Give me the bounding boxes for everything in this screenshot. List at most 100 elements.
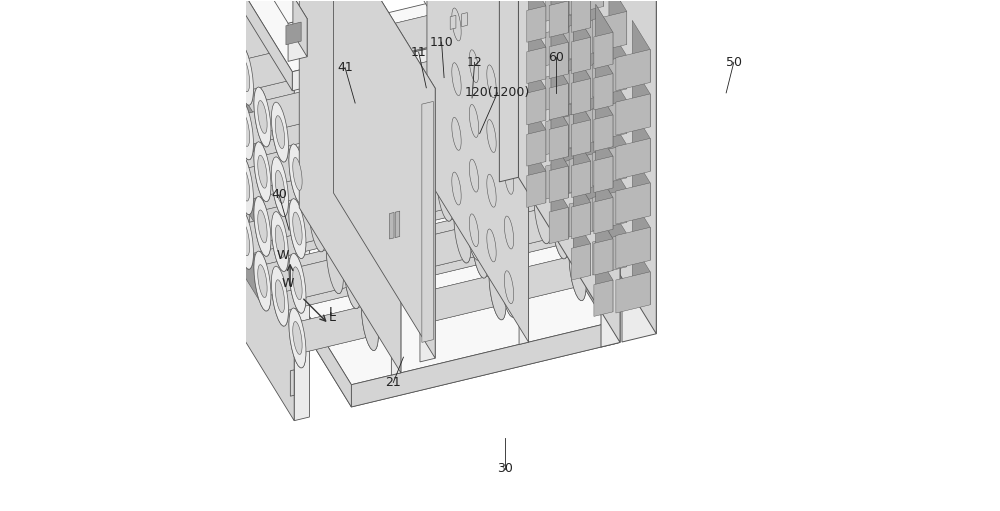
Polygon shape xyxy=(609,0,627,44)
Polygon shape xyxy=(534,184,551,244)
Polygon shape xyxy=(344,194,361,254)
Polygon shape xyxy=(465,20,551,80)
Polygon shape xyxy=(517,155,618,343)
Polygon shape xyxy=(616,50,650,90)
Polygon shape xyxy=(448,104,465,164)
Polygon shape xyxy=(360,0,454,59)
Polygon shape xyxy=(483,144,569,204)
Polygon shape xyxy=(427,0,529,342)
Polygon shape xyxy=(504,271,514,304)
Polygon shape xyxy=(596,211,613,270)
Polygon shape xyxy=(399,86,408,119)
Polygon shape xyxy=(527,47,546,83)
Polygon shape xyxy=(237,190,249,233)
Polygon shape xyxy=(448,142,534,202)
Polygon shape xyxy=(193,0,294,421)
Polygon shape xyxy=(622,0,656,342)
Polygon shape xyxy=(573,0,591,28)
Polygon shape xyxy=(378,167,395,226)
Polygon shape xyxy=(223,133,264,238)
Polygon shape xyxy=(360,52,454,114)
Polygon shape xyxy=(632,243,650,305)
Polygon shape xyxy=(413,112,506,174)
Polygon shape xyxy=(254,196,271,256)
Polygon shape xyxy=(271,265,361,326)
Polygon shape xyxy=(573,9,591,69)
Polygon shape xyxy=(344,85,361,145)
Polygon shape xyxy=(254,142,271,201)
Polygon shape xyxy=(596,252,613,312)
Polygon shape xyxy=(389,213,394,239)
Polygon shape xyxy=(616,227,650,269)
Polygon shape xyxy=(573,51,591,110)
Polygon shape xyxy=(551,138,568,198)
Polygon shape xyxy=(500,93,586,153)
Polygon shape xyxy=(289,127,378,188)
Polygon shape xyxy=(254,251,271,311)
Polygon shape xyxy=(326,69,343,129)
Polygon shape xyxy=(552,89,569,149)
Polygon shape xyxy=(592,234,627,275)
Polygon shape xyxy=(569,62,603,104)
Polygon shape xyxy=(382,71,391,104)
Polygon shape xyxy=(465,36,482,96)
Polygon shape xyxy=(465,36,551,96)
Polygon shape xyxy=(345,0,599,38)
Polygon shape xyxy=(376,69,395,233)
Polygon shape xyxy=(271,102,288,162)
Polygon shape xyxy=(399,250,408,283)
Polygon shape xyxy=(236,208,326,269)
Polygon shape xyxy=(417,237,426,270)
Polygon shape xyxy=(483,106,569,166)
Polygon shape xyxy=(413,151,506,213)
Polygon shape xyxy=(250,155,517,242)
Polygon shape xyxy=(596,87,613,147)
Polygon shape xyxy=(616,272,650,313)
Polygon shape xyxy=(364,84,373,117)
Polygon shape xyxy=(236,45,253,105)
Polygon shape xyxy=(519,47,529,344)
Polygon shape xyxy=(360,68,454,130)
Polygon shape xyxy=(552,199,569,259)
Polygon shape xyxy=(527,0,546,1)
Polygon shape xyxy=(520,0,555,177)
Polygon shape xyxy=(240,59,250,91)
Polygon shape xyxy=(504,161,514,194)
Polygon shape xyxy=(395,164,489,226)
Polygon shape xyxy=(364,138,373,171)
Polygon shape xyxy=(569,131,586,191)
Polygon shape xyxy=(334,0,435,358)
Polygon shape xyxy=(299,0,599,77)
Polygon shape xyxy=(395,218,489,281)
Polygon shape xyxy=(258,101,267,133)
Polygon shape xyxy=(274,0,307,23)
Polygon shape xyxy=(517,142,534,202)
Polygon shape xyxy=(632,20,650,82)
Polygon shape xyxy=(254,124,343,185)
Polygon shape xyxy=(254,86,343,147)
Polygon shape xyxy=(271,155,361,217)
Polygon shape xyxy=(413,276,506,338)
Text: 120(1200): 120(1200) xyxy=(465,86,530,99)
Polygon shape xyxy=(549,166,568,202)
Polygon shape xyxy=(573,216,591,275)
Polygon shape xyxy=(472,164,489,223)
Polygon shape xyxy=(592,100,627,142)
Polygon shape xyxy=(378,148,471,211)
Text: 41: 41 xyxy=(337,61,353,74)
Polygon shape xyxy=(395,237,412,296)
Polygon shape xyxy=(555,0,656,334)
Polygon shape xyxy=(609,205,627,267)
Polygon shape xyxy=(395,125,489,187)
Polygon shape xyxy=(500,257,586,317)
Polygon shape xyxy=(465,184,551,244)
Polygon shape xyxy=(240,113,250,146)
Polygon shape xyxy=(360,70,377,130)
Text: 12: 12 xyxy=(467,56,482,69)
Polygon shape xyxy=(546,69,580,110)
Text: L: L xyxy=(329,306,336,319)
Polygon shape xyxy=(378,241,393,264)
Polygon shape xyxy=(487,65,496,98)
Polygon shape xyxy=(370,55,401,247)
Polygon shape xyxy=(517,0,534,38)
